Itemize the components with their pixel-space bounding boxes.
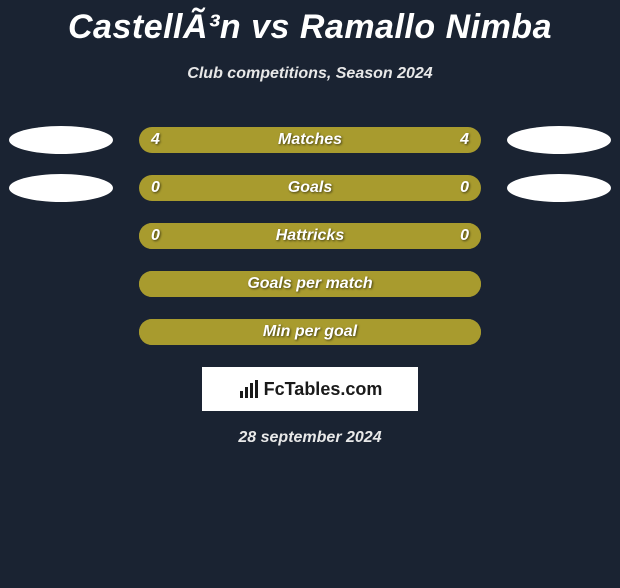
row-matches: 4 Matches 4 xyxy=(0,127,620,153)
right-team-marker xyxy=(507,174,611,202)
subtitle: Club competitions, Season 2024 xyxy=(0,65,620,83)
stat-label: Goals per match xyxy=(247,275,372,293)
stat-bar-mpg: Min per goal xyxy=(139,319,481,345)
left-value: 4 xyxy=(151,131,160,149)
left-team-marker xyxy=(9,174,113,202)
stat-label: Matches xyxy=(278,131,342,149)
right-value: 0 xyxy=(460,179,469,197)
stat-label: Hattricks xyxy=(276,227,344,245)
right-team-marker xyxy=(507,126,611,154)
brand-text: FcTables.com xyxy=(264,379,383,400)
stat-bar-hattricks: 0 Hattricks 0 xyxy=(139,223,481,249)
right-value: 4 xyxy=(460,131,469,149)
stat-bar-gpm: Goals per match xyxy=(139,271,481,297)
row-goals-per-match: Goals per match xyxy=(0,271,620,297)
row-goals: 0 Goals 0 xyxy=(0,175,620,201)
left-value: 0 xyxy=(151,227,160,245)
page-title: CastellÃ³n vs Ramallo Nimba xyxy=(0,8,620,47)
stat-bar-goals: 0 Goals 0 xyxy=(139,175,481,201)
row-min-per-goal: Min per goal xyxy=(0,319,620,345)
left-team-marker xyxy=(9,126,113,154)
row-hattricks: 0 Hattricks 0 xyxy=(0,223,620,249)
stat-label: Goals xyxy=(288,179,332,197)
comparison-rows: 4 Matches 4 0 Goals 0 0 Hattricks 0 Goal… xyxy=(0,127,620,345)
left-value: 0 xyxy=(151,179,160,197)
right-value: 0 xyxy=(460,227,469,245)
brand-badge: FcTables.com xyxy=(202,367,418,411)
stat-label: Min per goal xyxy=(263,323,357,341)
stat-bar-matches: 4 Matches 4 xyxy=(139,127,481,153)
bar-chart-icon xyxy=(238,380,260,398)
date-label: 28 september 2024 xyxy=(0,429,620,447)
